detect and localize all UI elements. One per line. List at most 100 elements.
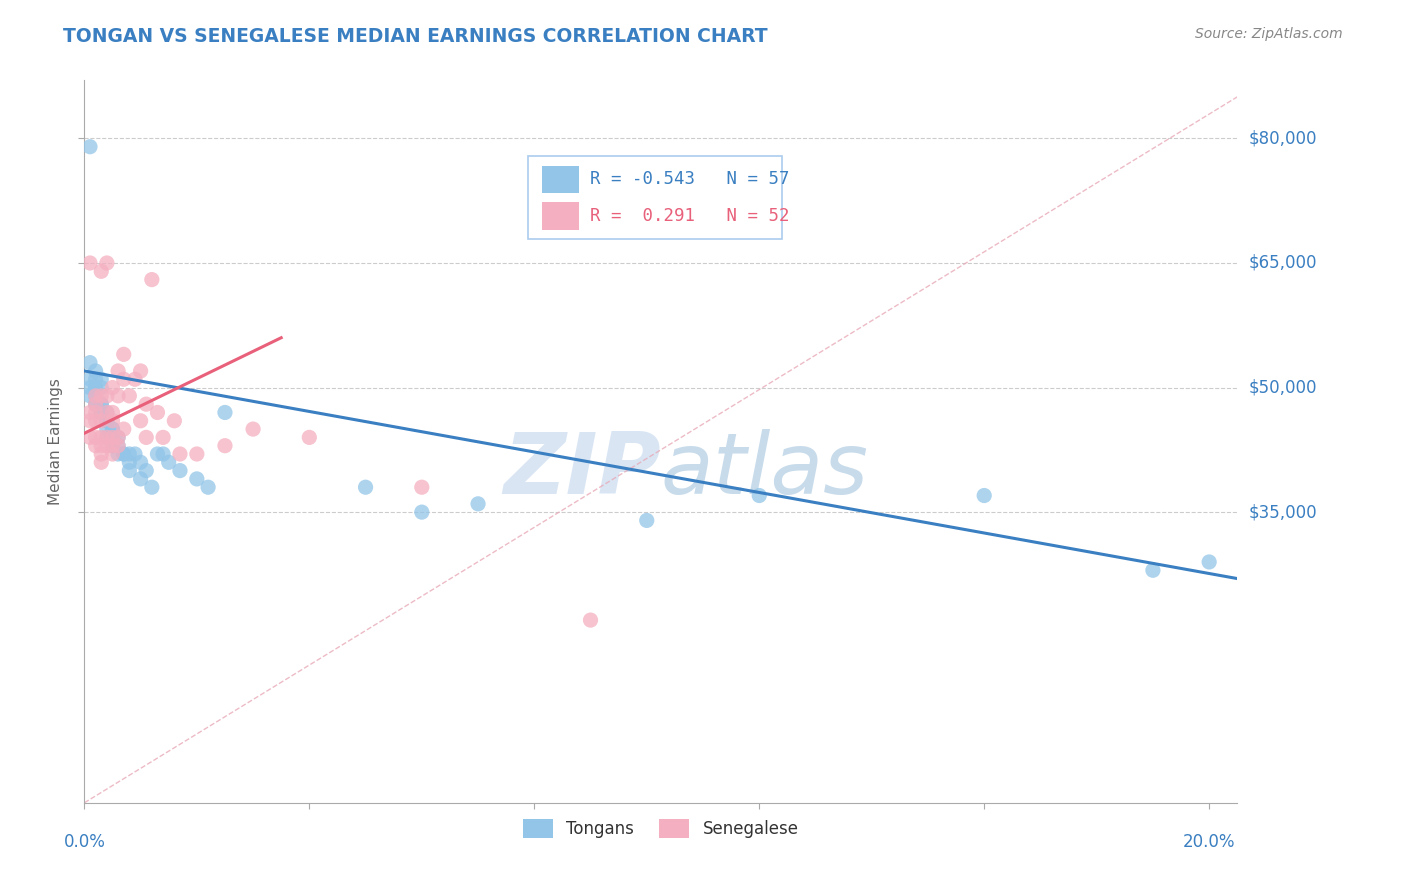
Point [146, 447, 169, 461]
Point [107, 430, 129, 444]
Point [101, 439, 124, 453]
Point [101, 422, 124, 436]
Point [96, 405, 118, 419]
Point [90, 380, 112, 394]
Point [214, 439, 236, 453]
Point [118, 464, 141, 478]
Point [90, 455, 112, 469]
Point [101, 430, 124, 444]
Point [84, 389, 107, 403]
Point [107, 447, 129, 461]
Point [90, 389, 112, 403]
Point [101, 430, 124, 444]
Point [135, 430, 157, 444]
Point [107, 430, 129, 444]
Point [90, 372, 112, 386]
Point [101, 405, 124, 419]
Text: TONGAN VS SENEGALESE MEDIAN EARNINGS CORRELATION CHART: TONGAN VS SENEGALESE MEDIAN EARNINGS COR… [63, 27, 768, 45]
Point [748, 489, 770, 503]
Point [141, 480, 163, 494]
Point [101, 439, 124, 453]
Text: 20.0%: 20.0% [1182, 833, 1236, 851]
Point [96, 256, 118, 270]
Point [197, 480, 219, 494]
Bar [543, 166, 579, 194]
Point [96, 389, 118, 403]
Point [118, 447, 141, 461]
Point [96, 405, 118, 419]
Legend: Tongans, Senegalese: Tongans, Senegalese [516, 813, 806, 845]
Point [90, 264, 112, 278]
Point [96, 414, 118, 428]
Point [141, 272, 163, 286]
Text: R =  0.291   N = 52: R = 0.291 N = 52 [591, 207, 790, 225]
Point [169, 464, 191, 478]
Point [152, 447, 174, 461]
Point [96, 439, 118, 453]
Point [101, 447, 124, 461]
Point [79, 372, 101, 386]
Point [79, 380, 101, 394]
Point [107, 364, 129, 378]
Text: 0.0%: 0.0% [63, 833, 105, 851]
Text: $65,000: $65,000 [1249, 254, 1317, 272]
Text: $80,000: $80,000 [1249, 129, 1317, 147]
Point [129, 455, 152, 469]
Point [579, 613, 602, 627]
Point [79, 256, 101, 270]
Text: $50,000: $50,000 [1249, 378, 1317, 397]
Point [84, 397, 107, 411]
Text: ZIP: ZIP [503, 429, 661, 512]
Point [84, 405, 107, 419]
Text: $35,000: $35,000 [1249, 503, 1317, 521]
Point [101, 414, 124, 428]
Point [84, 380, 107, 394]
Point [96, 430, 118, 444]
Bar [543, 202, 579, 230]
Point [124, 447, 146, 461]
Point [152, 430, 174, 444]
Text: R = -0.543   N = 57: R = -0.543 N = 57 [591, 170, 790, 188]
Point [129, 414, 152, 428]
Point [118, 389, 141, 403]
Point [101, 380, 124, 394]
Point [79, 389, 101, 403]
Point [214, 405, 236, 419]
Point [79, 430, 101, 444]
Point [169, 447, 191, 461]
Point [411, 505, 433, 519]
Point [96, 430, 118, 444]
Point [354, 480, 377, 494]
Point [467, 497, 489, 511]
Point [90, 405, 112, 419]
Point [84, 414, 107, 428]
Point [90, 397, 112, 411]
Point [112, 447, 135, 461]
Text: atlas: atlas [661, 429, 869, 512]
Point [124, 372, 146, 386]
Point [411, 480, 433, 494]
Point [96, 414, 118, 428]
Point [84, 380, 107, 394]
Point [636, 513, 658, 527]
Point [129, 472, 152, 486]
Point [84, 397, 107, 411]
Y-axis label: Median Earnings: Median Earnings [48, 378, 63, 505]
Point [79, 405, 101, 419]
Point [118, 455, 141, 469]
Point [84, 364, 107, 378]
Point [1198, 555, 1220, 569]
Point [79, 414, 101, 428]
Point [135, 397, 157, 411]
Point [146, 405, 169, 419]
Point [107, 439, 129, 453]
Point [186, 472, 208, 486]
Point [112, 422, 135, 436]
Point [90, 447, 112, 461]
FancyBboxPatch shape [529, 156, 782, 239]
Point [1142, 563, 1164, 577]
Point [84, 397, 107, 411]
Point [186, 447, 208, 461]
Point [90, 397, 112, 411]
Point [84, 389, 107, 403]
